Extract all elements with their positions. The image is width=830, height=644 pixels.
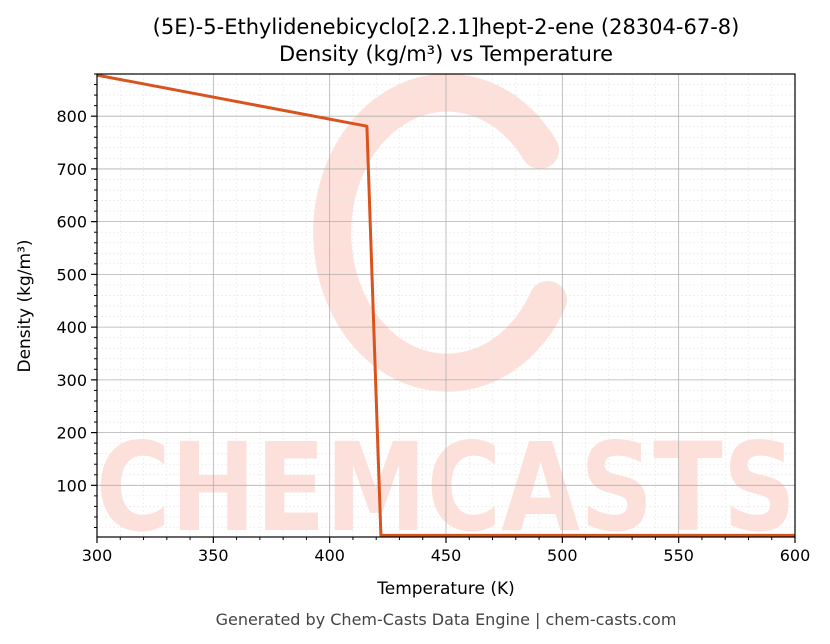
- y-tick-label: 100: [56, 476, 87, 495]
- y-tick-label: 500: [56, 265, 87, 284]
- y-tick-label: 400: [56, 318, 87, 337]
- x-tick-label: 350: [198, 546, 229, 565]
- chart-subtitle: Density (kg/m³) vs Temperature: [279, 42, 613, 66]
- y-axis-ticks: 100 200 300 400 500 600 700 800: [56, 73, 97, 529]
- y-axis-label: Density (kg/m³): [15, 239, 35, 372]
- density-series-line: [96, 73, 795, 537]
- y-tick-label: 700: [56, 160, 87, 179]
- x-tick-label: 300: [82, 546, 113, 565]
- footer-credit: Generated by Chem-Casts Data Engine | ch…: [216, 610, 677, 629]
- x-tick-label: 400: [314, 546, 345, 565]
- x-axis-label: Temperature (K): [376, 579, 515, 599]
- watermark-c-logo-icon: [313, 73, 567, 392]
- x-tick-label: 550: [663, 546, 694, 565]
- y-tick-label: 800: [56, 107, 87, 126]
- y-tick-label: 300: [56, 371, 87, 390]
- y-tick-label: 200: [56, 424, 87, 443]
- chart-title: (5E)-5-Ethylidenebicyclo[2.2.1]hept-2-en…: [153, 15, 740, 39]
- x-tick-label: 450: [431, 546, 462, 565]
- y-tick-label: 600: [56, 213, 87, 232]
- x-tick-label: 600: [780, 546, 811, 565]
- x-tick-label: 500: [547, 546, 578, 565]
- x-axis-ticks: 300 350 400 450 500 550 600: [82, 537, 811, 565]
